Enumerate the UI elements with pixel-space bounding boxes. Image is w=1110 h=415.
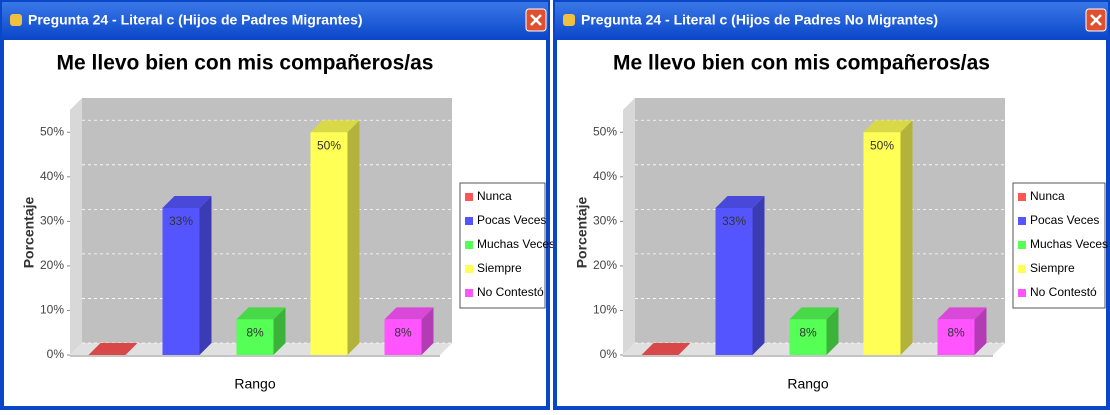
chart-title: Me llevo bien con mis compañeros/as [57,52,434,75]
legend-swatch [1018,265,1026,273]
value-label: 50% [317,138,341,152]
window: Pregunta 24 - Literal c (Hijos de Padres… [0,0,555,410]
bar [789,319,827,355]
value-label: 8% [246,326,264,340]
bar-side [900,120,913,355]
x-axis-label: Rango [787,376,828,392]
bar-top [384,307,434,320]
side-wall [623,98,635,355]
window: Pregunta 24 - Literal c (Hijos de Padres… [553,0,1110,410]
value-label: 8% [947,326,965,340]
chart-title: Me llevo bien con mis compañeros/as [613,52,990,75]
y-tick-label: 20% [40,258,64,272]
legend-swatch [465,241,473,249]
window-title: Pregunta 24 - Literal c (Hijos de Padres… [28,12,363,28]
bar-top [937,307,987,320]
legend [459,182,546,309]
bar-top [863,120,913,133]
bar-side [347,120,360,355]
y-tick-label: 40% [40,169,64,183]
y-tick-label: 30% [40,214,64,228]
bar-top [715,196,765,208]
title-bar [2,2,548,40]
bar-side [421,307,434,355]
bar-side [826,307,839,355]
legend-label: No Contestó [1030,285,1097,299]
bar-top [88,343,138,355]
bar-side [974,307,987,355]
legend [1012,182,1106,309]
bar-side [273,307,286,355]
legend-label: Siempre [1030,261,1075,275]
legend-label: No Contestó [477,285,544,299]
legend-label: Muchas Veces [477,237,555,251]
window-icon [563,14,575,26]
bar [937,319,975,355]
value-label: 8% [799,326,817,340]
bar-top [641,343,691,355]
bar-top [789,307,839,320]
bar-top [162,196,212,208]
bar [715,208,753,355]
side-wall [70,98,82,355]
y-tick-label: 10% [593,303,617,317]
close-icon [530,14,542,26]
legend-label: Muchas Veces [1030,237,1108,251]
legend-label: Nunca [477,189,512,203]
bar [310,132,348,355]
legend-swatch [1018,289,1026,297]
bar-side [199,196,212,355]
value-label: 33% [722,214,746,228]
y-axis-label: Porcentaje [21,196,37,268]
bar-side [752,196,765,355]
legend-swatch [1018,217,1026,225]
legend-swatch [465,193,473,201]
back-wall [82,98,452,343]
window-title: Pregunta 24 - Literal c (Hijos de Padres… [581,12,938,28]
value-label: 8% [394,326,412,340]
legend-swatch [1018,193,1026,201]
title-bar [555,2,1108,40]
bar-top [236,307,286,320]
value-label: 33% [169,214,193,228]
back-wall [635,98,1005,343]
legend-swatch [1018,241,1026,249]
legend-swatch [465,217,473,225]
bar-top [310,120,360,133]
bar [162,208,200,355]
y-tick-label: 0% [600,347,618,361]
y-tick-label: 0% [47,347,65,361]
y-tick-label: 20% [593,258,617,272]
y-tick-label: 40% [593,169,617,183]
y-tick-label: 50% [40,124,64,138]
x-axis-label: Rango [234,376,275,392]
legend-label: Pocas Veces [1030,213,1099,227]
legend-swatch [465,289,473,297]
y-tick-label: 10% [40,303,64,317]
y-axis-label: Porcentaje [574,196,590,268]
legend-label: Pocas Veces [477,213,546,227]
close-icon [1090,14,1102,26]
bar [236,319,274,355]
value-label: 50% [870,138,894,152]
bar [863,132,901,355]
legend-swatch [465,265,473,273]
legend-label: Siempre [477,261,522,275]
y-tick-label: 30% [593,214,617,228]
bar [384,319,422,355]
legend-label: Nunca [1030,189,1065,203]
window-icon [10,14,22,26]
y-tick-label: 50% [593,124,617,138]
